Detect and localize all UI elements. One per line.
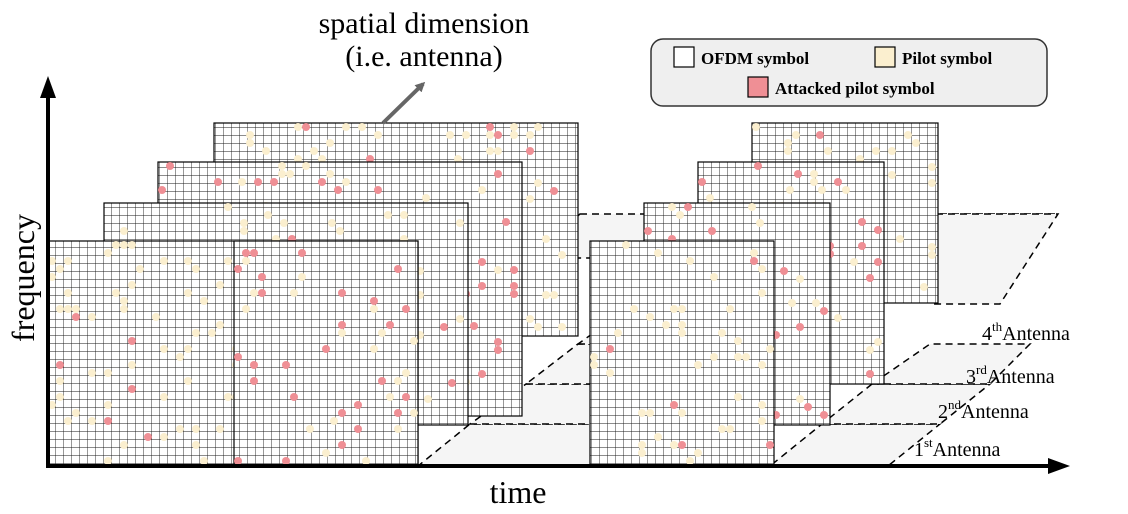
spatial-dimension-label: spatial dimension [319, 7, 530, 40]
spatial-dimension-arrow-icon [381, 81, 426, 125]
legend-ofdm-label: OFDM symbol [701, 49, 809, 68]
attacked-pilot-swatch-icon [747, 76, 769, 98]
antenna-label-3: 3rdAntenna [966, 362, 1055, 388]
antenna-label-2: 2ndAntenna [938, 397, 1029, 423]
antenna-plane [929, 213, 1060, 305]
ofdm-grid-block [589, 240, 775, 467]
ofdm-grid-block [233, 240, 419, 467]
antenna-label-4: 4thAntenna [982, 319, 1070, 345]
y-axis-arrow-icon [40, 76, 56, 98]
legend: OFDM symbol Pilot symbol Attacked pilot … [650, 38, 1048, 107]
ofdm-symbol-swatch-icon [673, 46, 695, 68]
axes [40, 76, 1070, 474]
legend-attacked-label: Attacked pilot symbol [775, 79, 935, 98]
antenna-plane [869, 343, 1032, 385]
x-axis-label: time [490, 474, 547, 510]
antenna-label-1: 1stAntenna [914, 435, 1001, 461]
y-axis-label: frequency [5, 214, 41, 342]
spatial-dimension-sublabel: (i.e. antenna) [345, 40, 502, 73]
x-axis-arrow-icon [1048, 458, 1070, 474]
legend-pilot-label: Pilot symbol [902, 49, 992, 68]
ofdm-grids [47, 122, 939, 467]
pilot-symbol-swatch-icon [874, 46, 896, 68]
